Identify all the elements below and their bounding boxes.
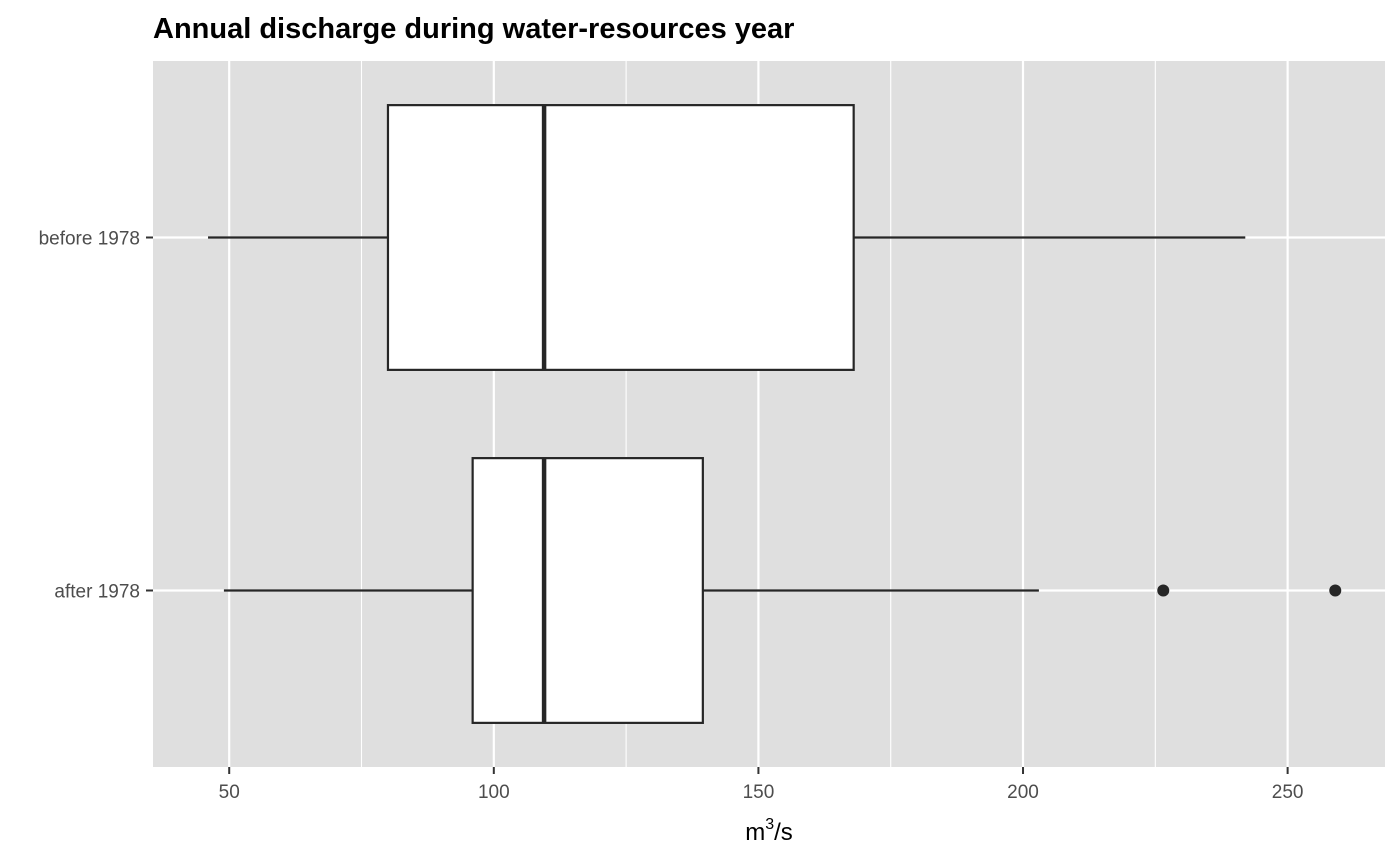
x-axis: 50 100 150 200 250 (219, 767, 1304, 803)
y-tick-label: after 1978 (54, 582, 140, 603)
box-group (208, 104, 1246, 371)
x-tick-label: 50 (219, 782, 240, 803)
outlier-point (1329, 584, 1342, 597)
y-axis: before 1978 after 1978 (39, 229, 153, 603)
x-tick-label: 100 (478, 782, 510, 803)
outlier-point (1157, 584, 1170, 597)
iqr-box (471, 457, 704, 724)
x-tick-label: 150 (743, 782, 775, 803)
chart-title: Annual discharge during water-resources … (153, 13, 794, 45)
x-axis-title: m3/s (745, 816, 793, 846)
y-tick-label: before 1978 (39, 229, 140, 250)
x-tick-label: 200 (1007, 782, 1039, 803)
iqr-box (386, 104, 855, 371)
box-series (208, 104, 1342, 724)
x-tick-label: 250 (1272, 782, 1304, 803)
box-group (223, 457, 1342, 724)
